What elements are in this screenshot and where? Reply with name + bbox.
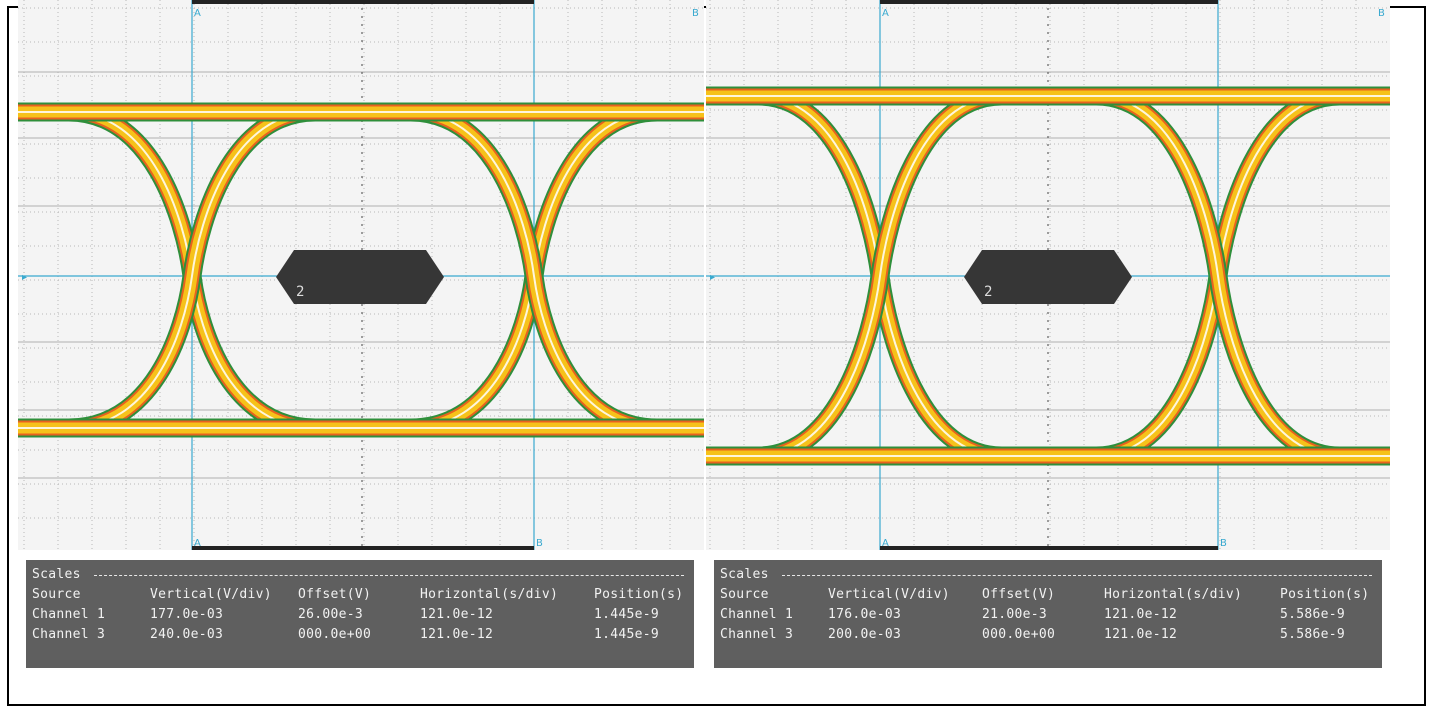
cell-position: 1.445e-9: [594, 607, 660, 622]
scales-heading-row: Scales: [32, 565, 688, 585]
cell-offset: 21.00e-3: [982, 607, 1048, 622]
col-source: Source: [32, 587, 81, 602]
cursor-label: B: [1220, 538, 1227, 549]
scope-right: 2 A B A B ▸: [706, 0, 1390, 550]
cell-source: Channel 3: [32, 627, 106, 642]
cursor-bar-bottom: [192, 546, 534, 550]
cell-position: 1.445e-9: [594, 627, 660, 642]
eye-traces: [706, 86, 1390, 466]
cursor-label: A: [882, 8, 889, 19]
col-source: Source: [720, 587, 769, 602]
eye-mask: [276, 250, 444, 304]
scales-row-channel-3: Channel 3 200.0e-03 000.0e+00 121.0e-12 …: [720, 625, 1376, 645]
cell-offset: 000.0e+00: [298, 627, 372, 642]
cell-position: 5.586e-9: [1280, 627, 1346, 642]
col-position: Position(s): [594, 587, 684, 602]
divider: [782, 575, 1372, 576]
cursor-label: A: [194, 8, 201, 19]
col-vertical: Vertical(V/div): [828, 587, 950, 602]
scales-heading-row: Scales: [720, 565, 1376, 585]
scope-left: 2 A B A B ▸: [18, 0, 704, 550]
scales-heading: Scales: [32, 567, 81, 582]
cell-vertical: 240.0e-03: [150, 627, 224, 642]
cursor-bar-bottom: [880, 546, 1218, 550]
cursor-label: A: [194, 538, 201, 549]
cursor-label: B: [536, 538, 543, 549]
cursor-label: B: [1378, 8, 1385, 19]
cell-position: 5.586e-9: [1280, 607, 1346, 622]
col-offset: Offset(V): [298, 587, 372, 602]
cursor-label: A: [882, 538, 889, 549]
cursor-bar-top: [192, 0, 534, 4]
divider: [94, 575, 684, 576]
cell-vertical: 176.0e-03: [828, 607, 902, 622]
cell-source: Channel 3: [720, 627, 794, 642]
cell-vertical: 177.0e-03: [150, 607, 224, 622]
cell-source: Channel 1: [720, 607, 794, 622]
cell-horizontal: 121.0e-12: [420, 627, 494, 642]
scales-row-channel-3: Channel 3 240.0e-03 000.0e+00 121.0e-12 …: [32, 625, 688, 645]
cell-horizontal: 121.0e-12: [1104, 607, 1178, 622]
col-offset: Offset(V): [982, 587, 1056, 602]
cell-offset: 000.0e+00: [982, 627, 1056, 642]
eye-traces: [18, 102, 704, 438]
cursor-label: B: [692, 8, 699, 19]
col-horizontal: Horizontal(s/div): [420, 587, 559, 602]
scales-heading: Scales: [720, 567, 769, 582]
col-horizontal: Horizontal(s/div): [1104, 587, 1243, 602]
channel-marker-icon: ▸: [710, 272, 715, 283]
scales-panel-left: Scales Source Vertical(V/div) Offset(V) …: [26, 560, 694, 668]
cell-horizontal: 121.0e-12: [420, 607, 494, 622]
col-position: Position(s): [1280, 587, 1370, 602]
scales-row-channel-1: Channel 1 177.0e-03 26.00e-3 121.0e-12 1…: [32, 605, 688, 625]
scales-header-row: Source Vertical(V/div) Offset(V) Horizon…: [32, 585, 688, 605]
eye-diagram-right[interactable]: 2 A B A B ▸: [706, 0, 1390, 550]
scales-header-row: Source Vertical(V/div) Offset(V) Horizon…: [720, 585, 1376, 605]
scales-panel-right: Scales Source Vertical(V/div) Offset(V) …: [714, 560, 1382, 668]
cell-horizontal: 121.0e-12: [1104, 627, 1178, 642]
mask-label: 2: [984, 284, 992, 300]
cell-source: Channel 1: [32, 607, 106, 622]
eye-diagram-left[interactable]: 2 A B A B ▸: [18, 0, 704, 550]
channel-marker-icon: ▸: [22, 272, 27, 283]
cell-vertical: 200.0e-03: [828, 627, 902, 642]
cursor-bar-top: [880, 0, 1218, 4]
cell-offset: 26.00e-3: [298, 607, 364, 622]
col-vertical: Vertical(V/div): [150, 587, 272, 602]
eye-mask: [964, 250, 1132, 304]
mask-label: 2: [296, 284, 304, 300]
scales-row-channel-1: Channel 1 176.0e-03 21.00e-3 121.0e-12 5…: [720, 605, 1376, 625]
